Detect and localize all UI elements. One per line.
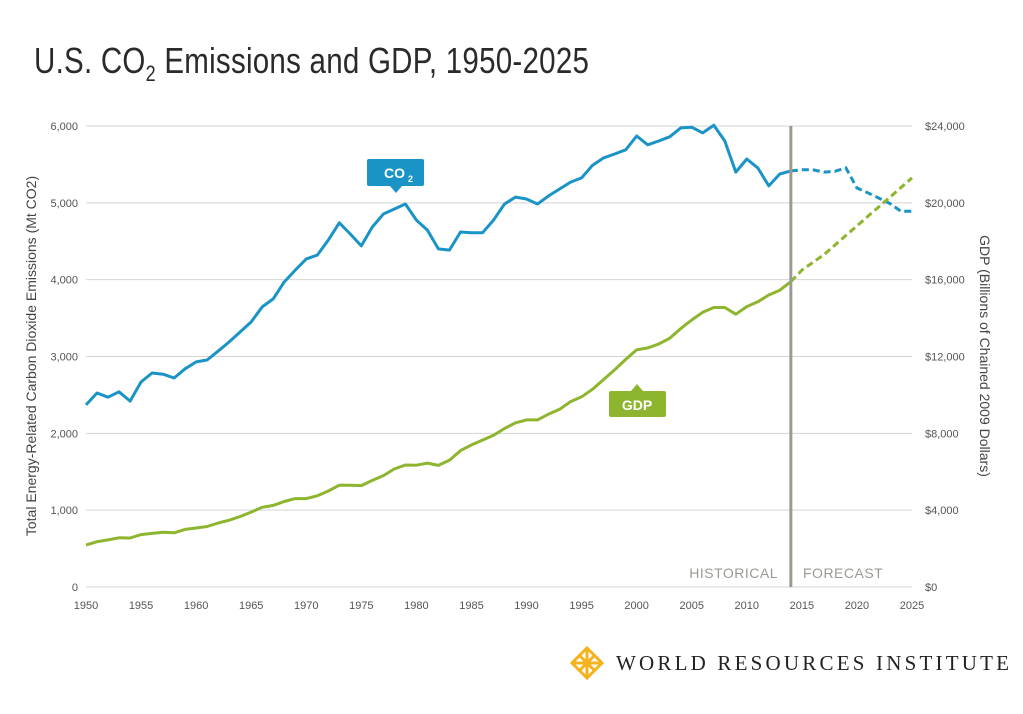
co2-callout: CO 2 bbox=[367, 159, 424, 193]
x-tick-label: 2005 bbox=[679, 600, 703, 612]
wri-logo-icon bbox=[570, 646, 604, 680]
title-text: U.S. CO bbox=[34, 40, 146, 81]
wri-logo: WORLD RESOURCES INSTITUTE bbox=[570, 646, 1012, 680]
x-tick-label: 2015 bbox=[790, 600, 814, 612]
co2-callout-text: CO bbox=[384, 165, 405, 181]
historical-label: HISTORICAL bbox=[689, 565, 778, 581]
forecast-label: FORECAST bbox=[803, 565, 883, 581]
x-tick-label: 1985 bbox=[459, 600, 483, 612]
x-tick-label: 1980 bbox=[404, 600, 428, 612]
x-tick-label: 2010 bbox=[735, 600, 759, 612]
y-left-tick-label: 3,000 bbox=[50, 352, 78, 364]
x-tick-label: 1990 bbox=[514, 600, 538, 612]
x-tick-label: 1970 bbox=[294, 600, 318, 612]
y-left-tick-label: 1,000 bbox=[50, 505, 78, 517]
y-left-tick-label: 5,000 bbox=[50, 198, 78, 210]
y-right-tick-label: $8,000 bbox=[925, 428, 959, 440]
y-right-tick-label: $16,000 bbox=[925, 275, 965, 287]
y-right-axis-title: GDP (Billions of Chained 2009 Dollars) bbox=[977, 235, 993, 477]
y-right-tick-label: $12,000 bbox=[925, 352, 965, 364]
co2-historical-line bbox=[84, 123, 792, 406]
x-tick-label: 1960 bbox=[184, 600, 208, 612]
co2-callout-sub: 2 bbox=[408, 174, 413, 184]
gdp-callout-text: GDP bbox=[622, 397, 652, 413]
x-tick-label: 2020 bbox=[845, 600, 869, 612]
chart-title: U.S. CO2 Emissions and GDP, 1950-2025 bbox=[34, 40, 589, 87]
x-tick-label: 1975 bbox=[349, 600, 373, 612]
gdp-forecast-line bbox=[789, 176, 913, 283]
gdp-historical-line bbox=[85, 280, 792, 547]
y-right-tick-label: $24,000 bbox=[925, 121, 965, 133]
y-left-tick-label: 2,000 bbox=[50, 428, 78, 440]
title-subscript: 2 bbox=[145, 61, 156, 86]
y-right-tick-label: $0 bbox=[925, 582, 937, 594]
x-tick-label: 2000 bbox=[624, 600, 648, 612]
x-tick-label: 1965 bbox=[239, 600, 263, 612]
y-right-tick-label: $20,000 bbox=[925, 198, 965, 210]
y-right-tick-label: $4,000 bbox=[925, 505, 959, 517]
y-left-tick-label: 4,000 bbox=[50, 275, 78, 287]
wri-logo-text: WORLD RESOURCES INSTITUTE bbox=[616, 650, 1013, 675]
y-left-axis-title: Total Energy-Related Carbon Dioxide Emis… bbox=[23, 176, 39, 536]
x-tick-label: 2025 bbox=[900, 600, 924, 612]
x-tick-label: 1995 bbox=[569, 600, 593, 612]
x-tick-label: 1955 bbox=[129, 600, 153, 612]
y-left-tick-label: 0 bbox=[72, 582, 78, 594]
co2-forecast-line bbox=[790, 166, 912, 213]
y-left-tick-label: 6,000 bbox=[50, 121, 78, 133]
x-tick-label: 1950 bbox=[74, 600, 98, 612]
title-text-rest: Emissions and GDP, 1950-2025 bbox=[155, 40, 590, 81]
gdp-callout: GDP bbox=[609, 384, 666, 417]
